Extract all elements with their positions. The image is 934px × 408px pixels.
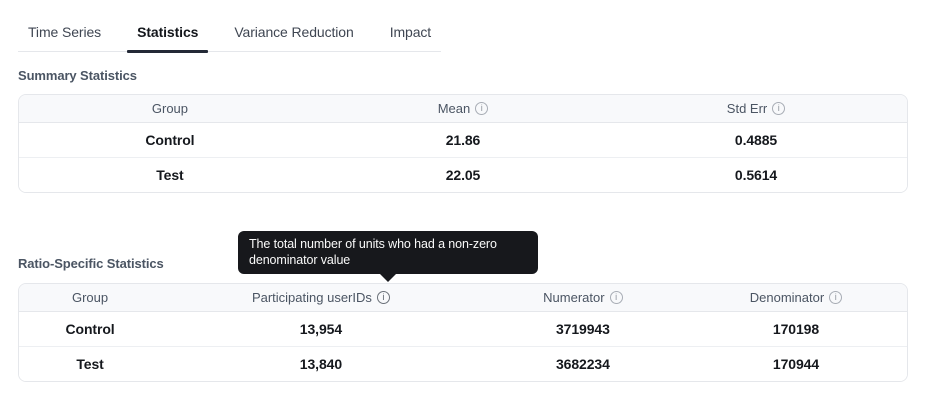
tooltip-text: The total number of units who had a non-… bbox=[249, 237, 497, 267]
column-header-label: Std Err bbox=[726, 101, 768, 116]
tooltip: The total number of units who had a non-… bbox=[238, 231, 538, 282]
column-header-label: Participating userIDs bbox=[251, 290, 372, 305]
column-header-label: Group bbox=[151, 101, 189, 116]
column-header-group: Group bbox=[19, 101, 321, 116]
mean-info-icon[interactable]: i bbox=[475, 102, 489, 115]
denominator-cell: 170198 bbox=[772, 321, 820, 337]
ratio-table-header-row: Group Participating userIDs i Numerator … bbox=[19, 284, 907, 312]
std-err-info-icon[interactable]: i bbox=[772, 102, 786, 115]
denominator-info-icon[interactable]: i bbox=[829, 291, 843, 304]
table-row-test: Test 22.05 0.5614 bbox=[19, 157, 907, 192]
tab-time-series[interactable]: Time Series bbox=[28, 24, 102, 40]
numerator-info-icon[interactable]: i bbox=[609, 291, 623, 304]
tab-bar: Time Series Statistics Variance Reductio… bbox=[18, 13, 442, 53]
summary-statistics-table: Group Mean i Std Err i Control 21.86 0.4… bbox=[18, 94, 908, 193]
ratio-specific-statistics-table: Group Participating userIDs i Numerator … bbox=[18, 283, 908, 382]
numerator-cell: 3682234 bbox=[555, 356, 610, 372]
summary-section-title: Summary Statistics bbox=[18, 68, 137, 83]
tab-variance-reduction[interactable]: Variance Reduction bbox=[234, 24, 354, 40]
group-cell: Control bbox=[145, 132, 195, 148]
table-row-control: Control 13,954 3719943 170198 bbox=[19, 312, 907, 346]
column-header-mean: Mean i bbox=[321, 101, 605, 116]
column-header-numerator: Numerator i bbox=[481, 290, 685, 305]
table-row-control: Control 21.86 0.4885 bbox=[19, 123, 907, 157]
column-header-denominator: Denominator i bbox=[685, 290, 907, 305]
column-header-std-err: Std Err i bbox=[605, 101, 907, 116]
participating-userids-cell: 13,840 bbox=[299, 356, 343, 372]
ratio-section-title: Ratio-Specific Statistics bbox=[18, 256, 164, 271]
column-header-participating-userids: Participating userIDs i bbox=[161, 290, 481, 305]
tooltip-arrow bbox=[380, 274, 396, 282]
participating-userids-info-icon[interactable]: i bbox=[376, 291, 390, 304]
mean-cell: 22.05 bbox=[445, 167, 481, 183]
participating-userids-cell: 13,954 bbox=[299, 321, 343, 337]
column-header-label: Mean bbox=[437, 101, 471, 116]
tab-impact[interactable]: Impact bbox=[389, 24, 432, 40]
summary-table-header-row: Group Mean i Std Err i bbox=[19, 95, 907, 123]
column-header-group: Group bbox=[19, 290, 161, 305]
denominator-cell: 170944 bbox=[772, 356, 820, 372]
group-cell: Test bbox=[156, 167, 184, 183]
group-cell: Control bbox=[65, 321, 115, 337]
mean-cell: 21.86 bbox=[445, 132, 481, 148]
table-row-test: Test 13,840 3682234 170944 bbox=[19, 346, 907, 381]
tab-statistics[interactable]: Statistics bbox=[127, 13, 209, 53]
column-header-label: Denominator bbox=[749, 290, 825, 305]
std-err-cell: 0.5614 bbox=[734, 167, 778, 183]
column-header-label: Numerator bbox=[543, 290, 605, 305]
numerator-cell: 3719943 bbox=[555, 321, 610, 337]
column-header-label: Group bbox=[71, 290, 109, 305]
group-cell: Test bbox=[76, 356, 104, 372]
std-err-cell: 0.4885 bbox=[734, 132, 778, 148]
